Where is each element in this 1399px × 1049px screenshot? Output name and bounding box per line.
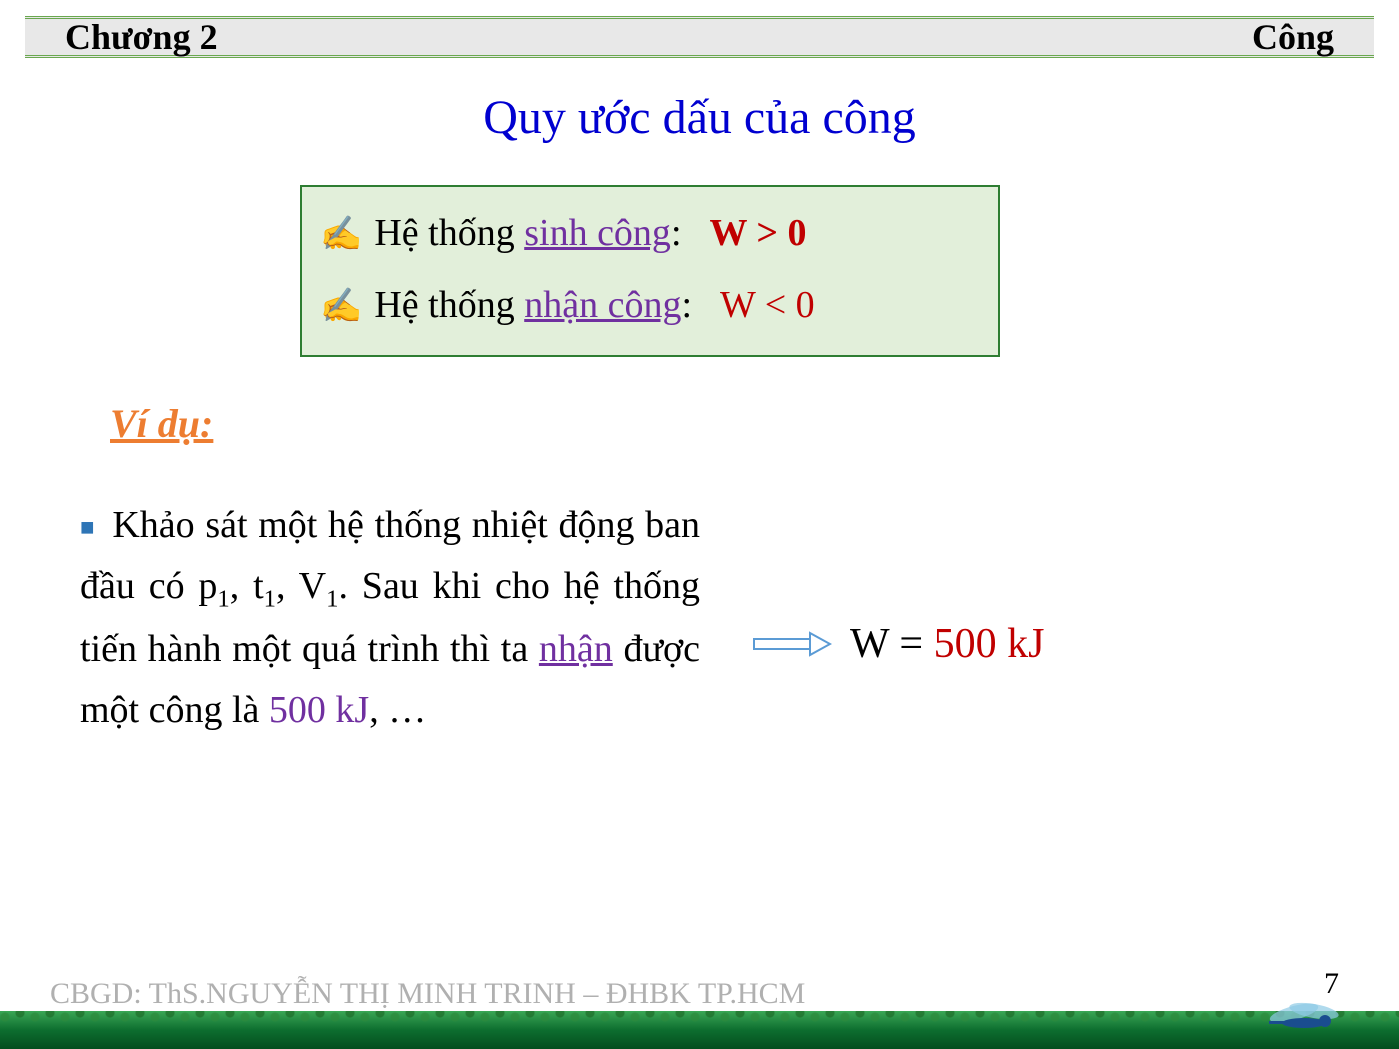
header-chapter: Chương 2 [65,16,218,58]
example-label: Ví dụ: [110,400,213,447]
dragonfly-icon [1259,993,1349,1043]
convention-text-2: Hệ thống nhận công: [374,269,692,341]
w-positive: W > 0 [710,197,807,269]
w-negative: W < 0 [720,269,815,341]
convention-row-positive: ✍ Hệ thống sinh công: W > 0 [320,197,980,269]
slide-title: Quy ước dấu của công [0,90,1399,145]
result: W = 500 kJ [752,620,1044,668]
example-text: Khảo sát một hệ thống nhiệt động ban đầu… [80,504,700,731]
bullet-icon: ■ [80,515,96,541]
footer-credit: CBGD: ThS.NGUYỄN THỊ MINH TRINH – ĐHBK T… [50,977,805,1011]
header-topic: Công [1252,16,1334,58]
convention-text-1: Hệ thống sinh công: [374,197,681,269]
example-body: ■ Khảo sát một hệ thống nhiệt động ban đ… [80,495,700,741]
convention-row-negative: ✍ Hệ thống nhận công: W < 0 [320,269,980,341]
result-equation: W = 500 kJ [850,620,1044,668]
arrow-icon [752,629,832,659]
sign-convention-box: ✍ Hệ thống sinh công: W > 0 ✍ Hệ thống n… [300,185,1000,357]
pointer-icon: ✍ [320,275,362,340]
pointer-icon: ✍ [320,203,362,268]
grass-decor [0,1011,1399,1049]
slide-header: Chương 2 Công [25,16,1374,58]
